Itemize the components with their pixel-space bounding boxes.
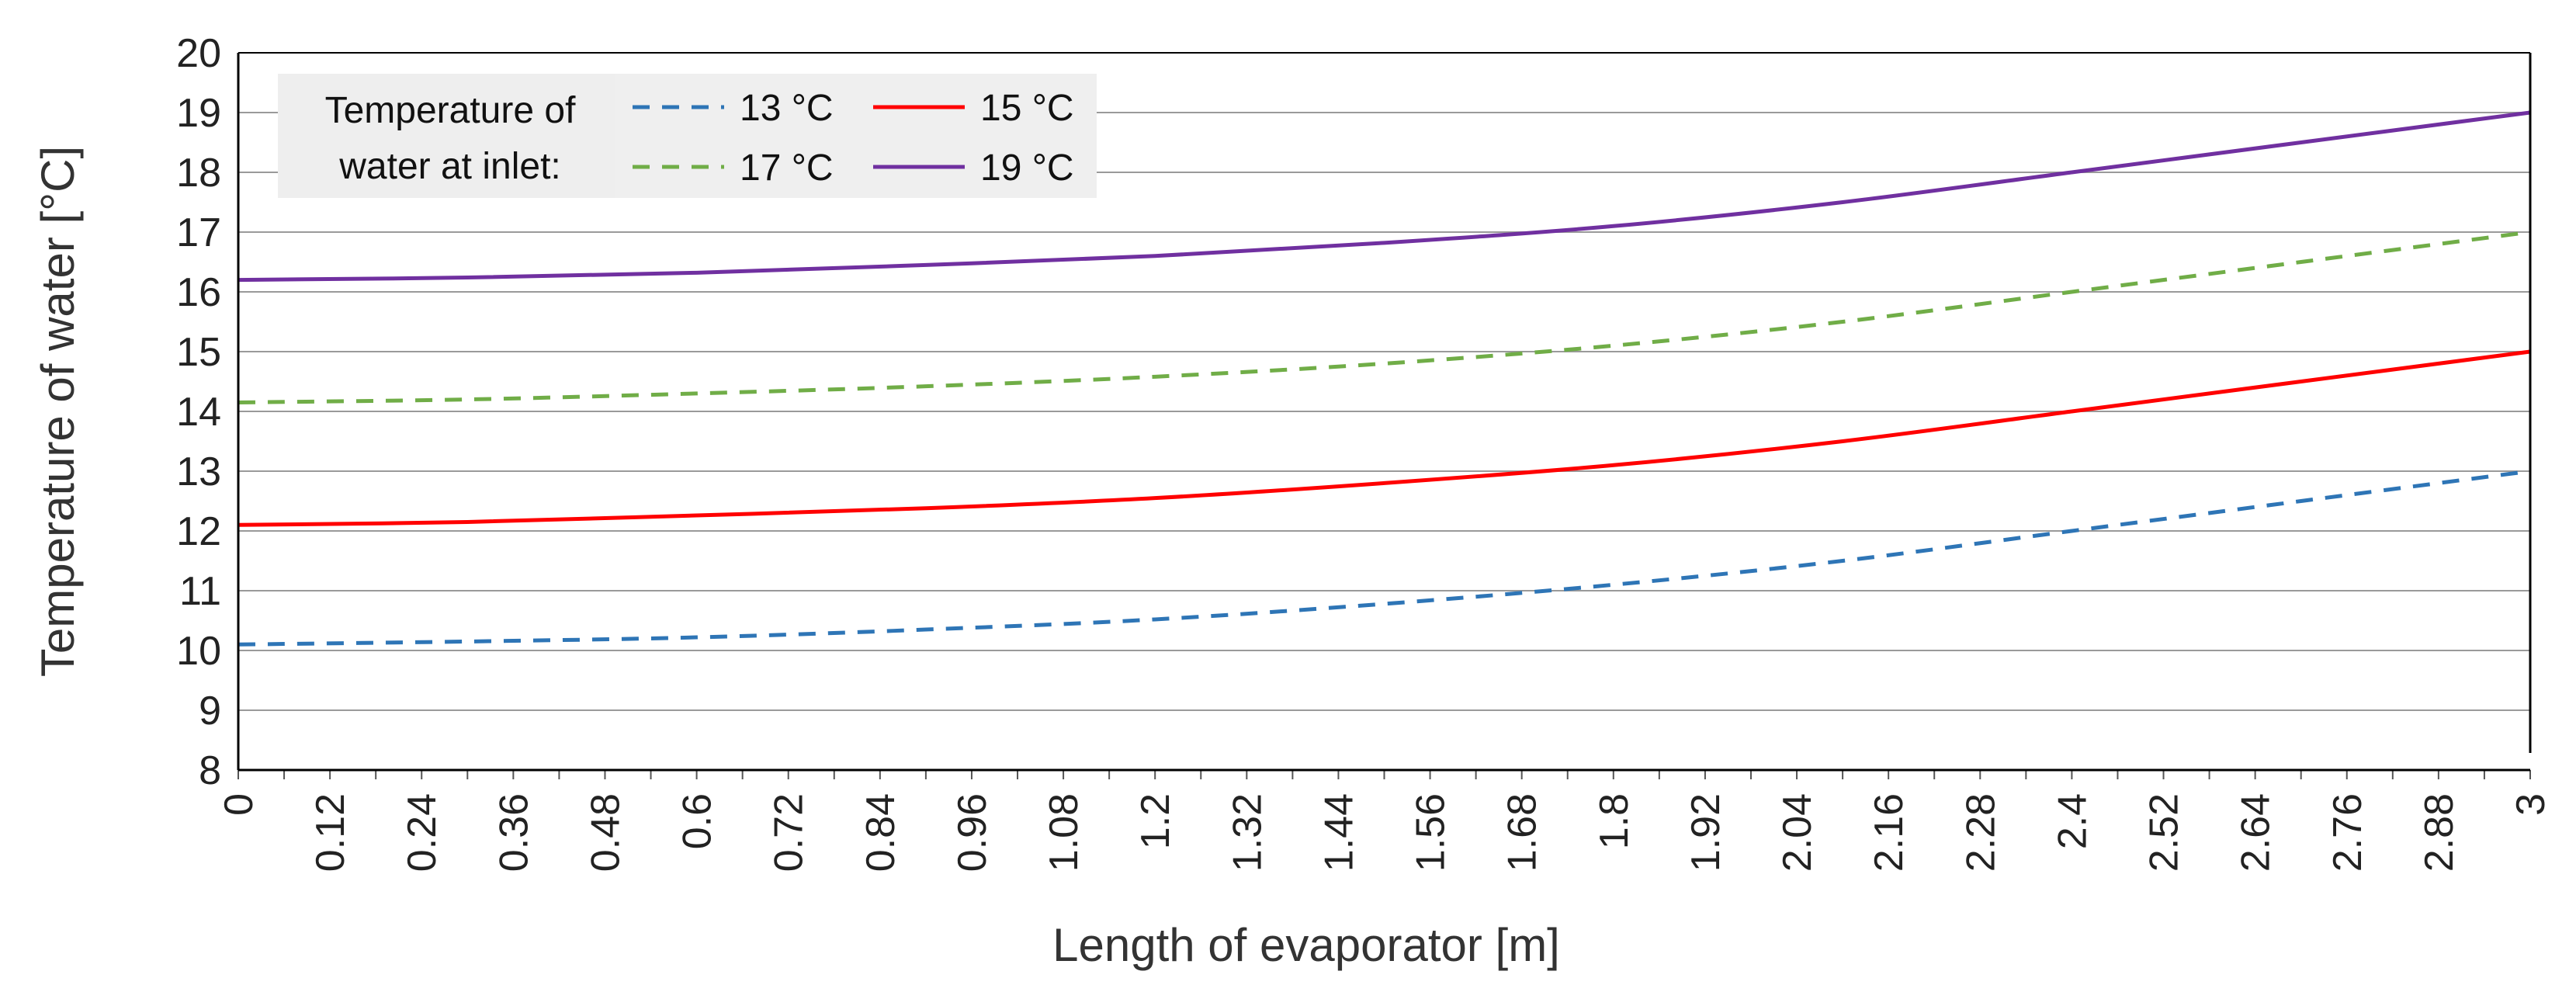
x-tick-label: 2.76 xyxy=(2325,793,2370,872)
series-line-1 xyxy=(237,349,2531,527)
series-lines xyxy=(237,110,2531,647)
y-tick-label: 15 xyxy=(176,330,221,375)
legend-title-line-2: water at inlet: xyxy=(338,146,560,187)
x-tick-label: 2.4 xyxy=(2050,793,2095,849)
x-tick-label: 1.32 xyxy=(1225,793,1270,872)
x-tick-label: 1.56 xyxy=(1409,793,1454,872)
legend-entries: 13 °C 15 °C 17 °C 19 °C xyxy=(633,88,1074,189)
y-tick-label: 8 xyxy=(199,748,221,793)
y-tick-label: 12 xyxy=(176,509,221,554)
x-tick-label: 1.68 xyxy=(1500,793,1545,872)
x-tick-label: 1.2 xyxy=(1133,793,1178,849)
x-tick-label: 0.12 xyxy=(308,793,353,872)
x-tick-label: 2.04 xyxy=(1775,793,1820,872)
x-tick-label: 2.28 xyxy=(1958,793,2003,872)
x-tick-label: 2.16 xyxy=(1867,793,1912,872)
legend-label-3: 19 °C xyxy=(980,147,1074,189)
x-axis-title: Length of evaporator [m] xyxy=(1052,919,1560,971)
x-tick-label: 0.24 xyxy=(400,793,445,872)
legend-title-line-1: Temperature of xyxy=(325,90,576,131)
y-tick-label: 9 xyxy=(199,689,221,734)
legend-entries-background xyxy=(615,74,1097,198)
x-tick-label: 0.6 xyxy=(675,793,720,849)
legend-label-2: 17 °C xyxy=(740,147,834,189)
x-tick-label: 3 xyxy=(2508,793,2553,816)
x-tick-label: 2.88 xyxy=(2417,793,2462,872)
x-axis-tick-labels: 0 0.12 0.24 0.36 0.48 0.6 0.72 0.84 0.96 1.08 1.2 1… xyxy=(217,770,2553,872)
legend-label-0: 13 °C xyxy=(740,88,834,129)
y-tick-label: 20 xyxy=(176,31,221,76)
legend: Temperature of water at inlet: 13 °C 15 °… xyxy=(278,74,1097,198)
x-tick-label: 0.72 xyxy=(767,793,812,872)
y-tick-label: 10 xyxy=(176,629,221,674)
x-tick-label: 0.84 xyxy=(858,793,903,872)
x-tick-label: 0.96 xyxy=(950,793,995,872)
y-axis-title: Temperature of water [°C] xyxy=(32,146,84,677)
series-line-0 xyxy=(237,469,2531,647)
x-tick-label: 0.48 xyxy=(583,793,628,872)
series-line-3 xyxy=(237,110,2531,283)
y-tick-label: 13 xyxy=(176,449,221,494)
series-line-2 xyxy=(237,230,2531,404)
y-tick-label: 19 xyxy=(176,91,221,136)
y-tick-label: 11 xyxy=(179,569,221,614)
y-axis-tick-labels: 8 9 10 11 12 13 14 15 16 17 18 19 20 xyxy=(176,31,221,793)
y-tick-label: 14 xyxy=(176,390,221,435)
legend-title-background xyxy=(278,74,615,198)
x-tick-label: 1.08 xyxy=(1042,793,1087,872)
y-tick-label: 17 xyxy=(176,210,221,255)
x-tick-label: 1.44 xyxy=(1316,793,1361,872)
x-tick-label: 2.64 xyxy=(2234,793,2279,872)
y-tick-label: 18 xyxy=(176,151,221,196)
axes xyxy=(237,52,2532,772)
y-tick-label: 16 xyxy=(176,270,221,315)
x-tick-label: 0 xyxy=(217,793,262,816)
legend-label-1: 15 °C xyxy=(980,88,1074,129)
x-tick-label: 2.52 xyxy=(2142,793,2187,872)
x-tick-label: 1.92 xyxy=(1683,793,1728,872)
x-tick-label: 1.8 xyxy=(1592,793,1637,849)
grid-lines xyxy=(238,52,2530,711)
x-tick-label: 0.36 xyxy=(491,793,536,872)
